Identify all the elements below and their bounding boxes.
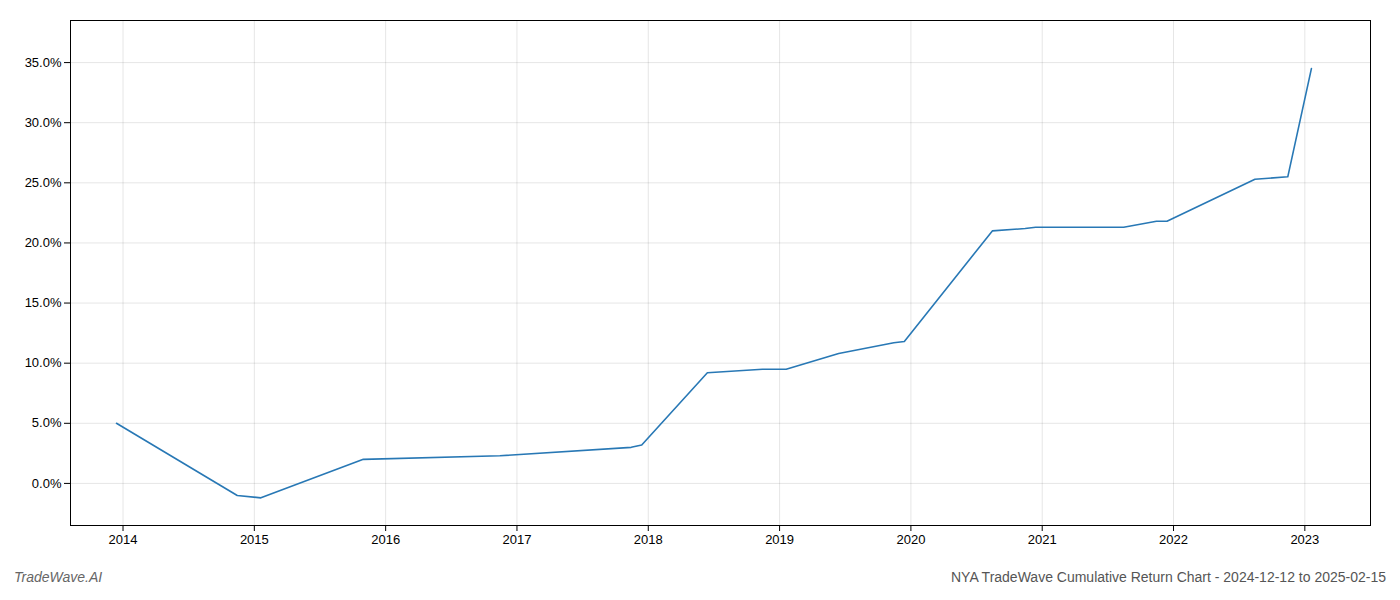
- svg-text:2023: 2023: [1290, 532, 1319, 547]
- svg-text:10.0%: 10.0%: [25, 355, 62, 370]
- svg-text:0.0%: 0.0%: [32, 476, 62, 491]
- svg-text:2018: 2018: [634, 532, 663, 547]
- svg-text:30.0%: 30.0%: [25, 115, 62, 130]
- svg-text:2017: 2017: [503, 532, 532, 547]
- svg-text:5.0%: 5.0%: [32, 415, 62, 430]
- svg-text:2020: 2020: [896, 532, 925, 547]
- svg-text:35.0%: 35.0%: [25, 55, 62, 70]
- svg-text:2021: 2021: [1028, 532, 1057, 547]
- html-text:TradeWave.AI: TradeWave.AI: [14, 569, 103, 585]
- svg-text:2019: 2019: [765, 532, 794, 547]
- svg-text:2016: 2016: [371, 532, 400, 547]
- html-text:NYA TradeWave Cumulative Retur: NYA TradeWave Cumulative Return Chart - …: [951, 569, 1386, 585]
- svg-text:15.0%: 15.0%: [25, 295, 62, 310]
- svg-text:2022: 2022: [1159, 532, 1188, 547]
- svg-text:25.0%: 25.0%: [25, 175, 62, 190]
- svg-text:2015: 2015: [240, 532, 269, 547]
- svg-text:20.0%: 20.0%: [25, 235, 62, 250]
- svg-text:2014: 2014: [109, 532, 138, 547]
